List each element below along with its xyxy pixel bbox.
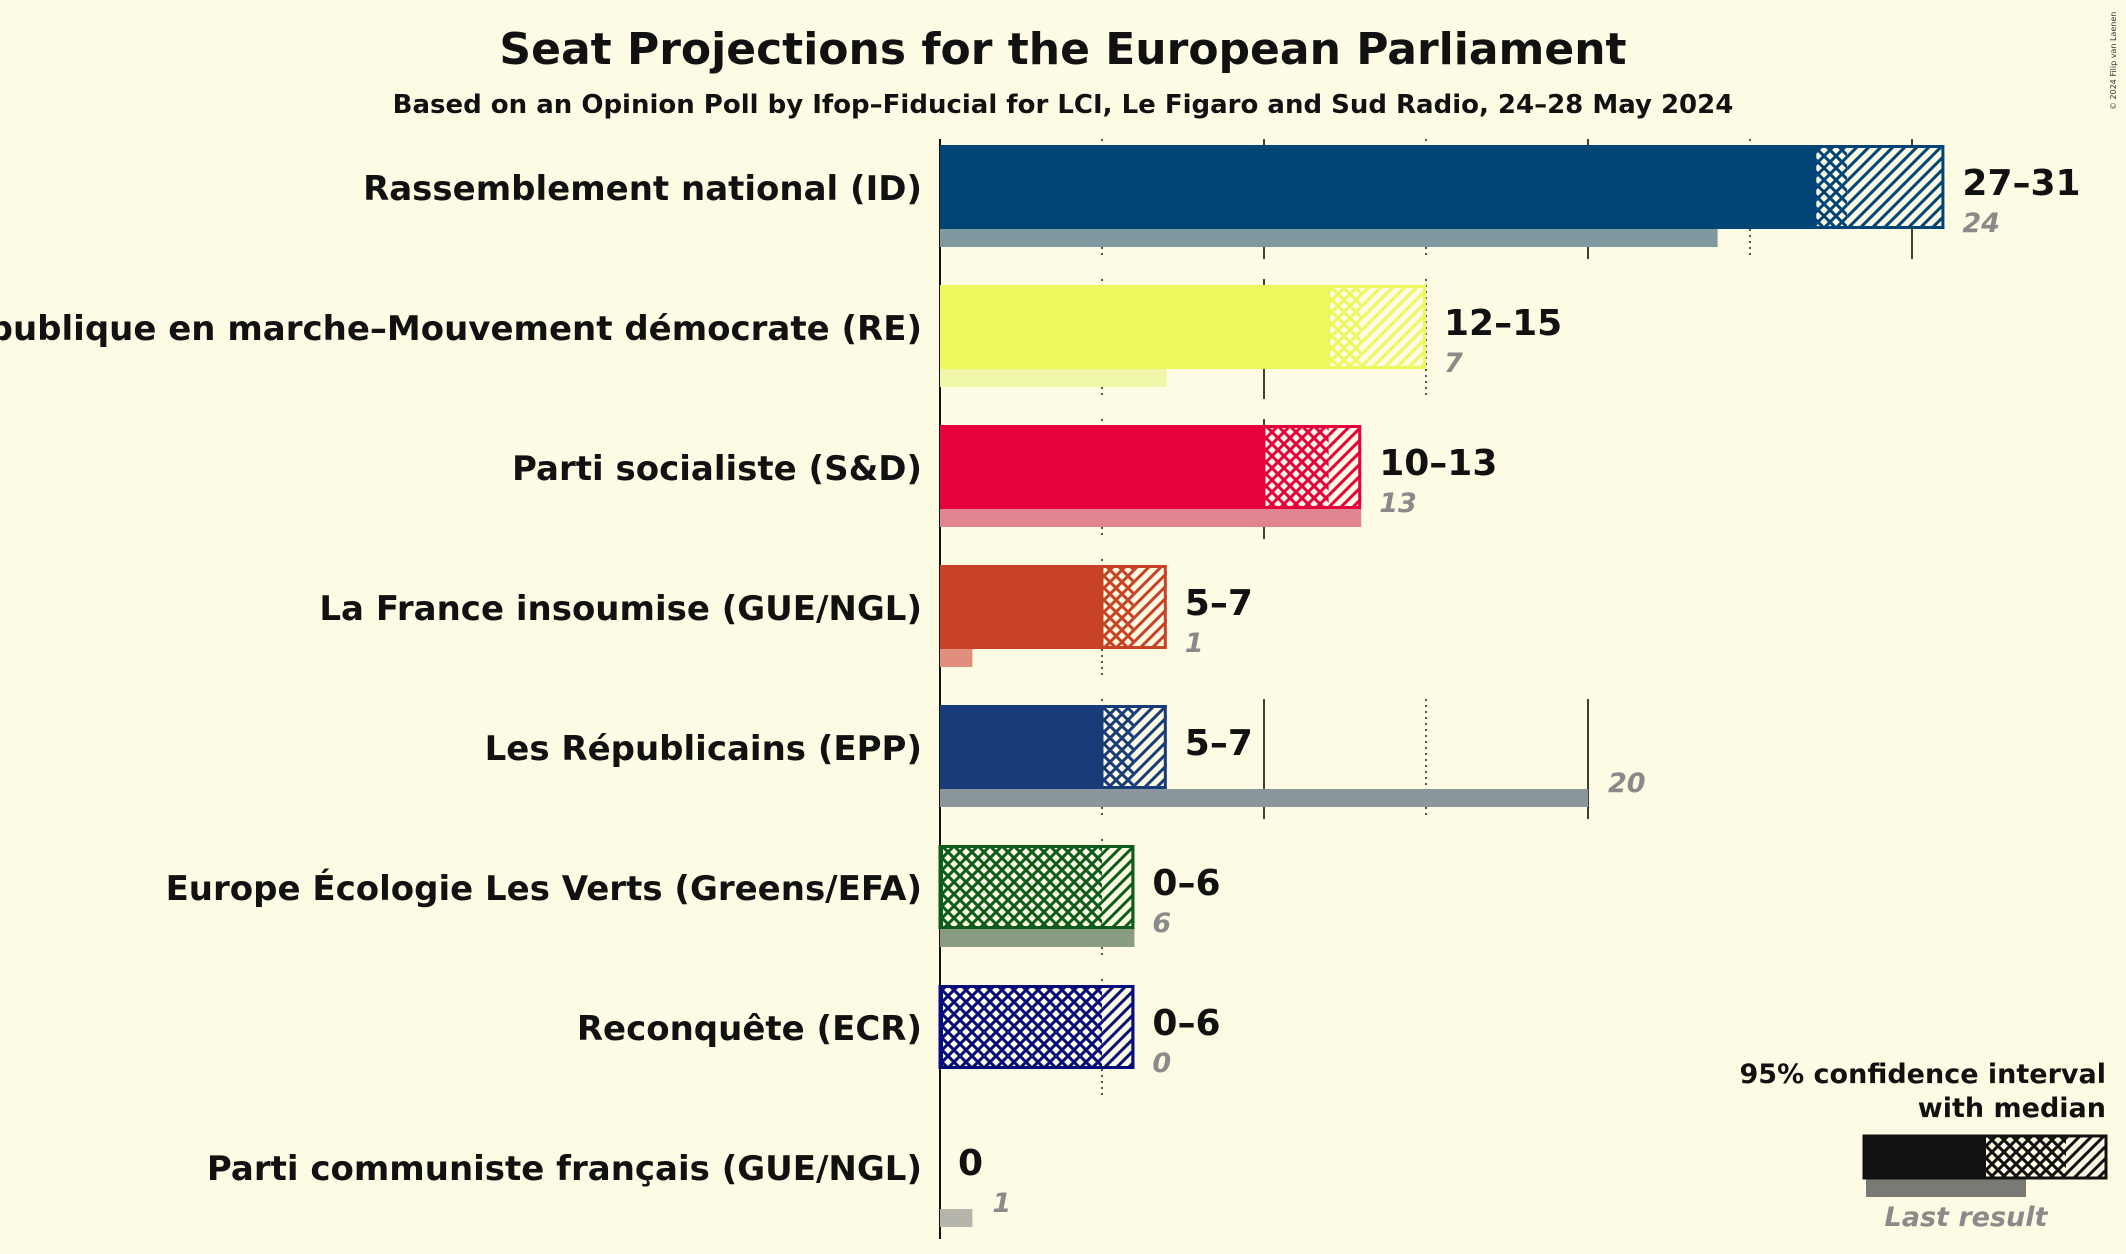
party-row: Parti communiste français (GUE/NGL) 01: [207, 1143, 1011, 1227]
last-result-label: 20: [1608, 768, 1646, 799]
range-label: 27–31: [1962, 163, 2080, 204]
range-label: 12–15: [1444, 303, 1562, 344]
party-row: La France insoumise (GUE/NGL) 5–7 1: [319, 565, 1253, 667]
party-label: Europe Écologie Les Verts (Greens/EFA): [166, 868, 922, 909]
legend-last-label: Last result: [1885, 1202, 2049, 1233]
last-result-label: 1: [1185, 628, 1204, 659]
range-label: 5–7: [1185, 723, 1253, 764]
ci-lower-hatch: [1814, 145, 1848, 229]
ci-upper-hatch: [1102, 845, 1135, 929]
party-label: Rassemblement national (ID): [363, 169, 922, 209]
last-result-label: 0: [1152, 1048, 1171, 1079]
ci-outline: [1262, 425, 1362, 509]
legend-solid: [1864, 1136, 1986, 1178]
range-label: 0–6: [1152, 1003, 1220, 1044]
ci-upper-hatch: [1361, 285, 1426, 369]
last-result-bar: [940, 229, 1718, 247]
ci-upper-hatch: [1134, 565, 1167, 649]
party-row: La République en marche–Mouvement démocr…: [0, 285, 1562, 387]
legend-diag-hatch: [2066, 1136, 2106, 1178]
party-label: La France insoumise (GUE/NGL): [319, 589, 922, 629]
last-result-label: 13: [1379, 488, 1417, 519]
party-label: Les Républicains (EPP): [485, 729, 922, 769]
range-label: 5–7: [1185, 583, 1253, 624]
last-result-bar: [940, 929, 1135, 947]
ci-lower-hatch: [1102, 705, 1135, 789]
last-result-bar: [940, 649, 973, 667]
party-row: Les Républicains (EPP) 5–7 20: [485, 705, 1646, 807]
ci-upper-hatch: [1328, 425, 1362, 509]
legend-last-bar: [1866, 1179, 2026, 1197]
chart-title: Seat Projections for the European Parlia…: [499, 24, 1626, 75]
ci-outline: [1100, 565, 1167, 649]
ci-upper-hatch: [1134, 705, 1167, 789]
solid-bar: [940, 145, 1815, 229]
legend-title: 95% confidence interval: [1740, 1059, 2106, 1090]
chart-subtitle: Based on an Opinion Poll by Ifop–Fiducia…: [393, 90, 1734, 120]
legend-outline: [1862, 1134, 2108, 1180]
solid-bar: [940, 565, 1102, 649]
party-row: Parti socialiste (S&D) 10–13 13: [512, 425, 1497, 527]
ci-lower-hatch: [940, 845, 1102, 929]
ci-upper-hatch: [1102, 985, 1135, 1069]
party-label: Parti communiste français (GUE/NGL): [207, 1149, 922, 1189]
ci-outline: [940, 985, 1135, 1069]
ci-outline: [940, 845, 1135, 929]
party-row: Europe Écologie Les Verts (Greens/EFA) 0–…: [166, 845, 1221, 947]
solid-bar: [940, 285, 1329, 369]
range-label: 0–6: [1152, 863, 1220, 904]
ci-lower-hatch: [940, 985, 1102, 1069]
last-result-label: 6: [1152, 908, 1171, 939]
ci-lower-hatch: [1102, 565, 1135, 649]
party-row: Reconquête (ECR) 0–6 0: [577, 985, 1221, 1079]
ci-outline: [1813, 145, 1945, 229]
copyright-note: © 2024 Filip van Laenen: [2109, 12, 2118, 110]
solid-bar: [940, 425, 1264, 509]
legend-cross-hatch: [1986, 1136, 2066, 1178]
range-label: 0: [958, 1143, 983, 1184]
last-result-bar: [940, 1209, 973, 1227]
bar-rows: Rassemblement national (ID) 27–31 24 La Rép…: [0, 145, 2081, 1227]
last-result-bar: [940, 789, 1588, 807]
last-result-label: 1: [992, 1188, 1011, 1219]
ci-outline: [1327, 285, 1427, 369]
party-label: La République en marche–Mouvement démocr…: [0, 309, 922, 349]
party-row: Rassemblement national (ID) 27–31 24: [363, 145, 2081, 247]
ci-outline: [1100, 705, 1167, 789]
party-label: Parti socialiste (S&D): [512, 449, 922, 489]
last-result-label: 24: [1962, 208, 2000, 239]
last-result-label: 7: [1444, 348, 1463, 379]
ci-lower-hatch: [1328, 285, 1362, 369]
ci-lower-hatch: [1264, 425, 1329, 509]
solid-bar: [940, 705, 1102, 789]
ci-upper-hatch: [1847, 145, 1945, 229]
legend-subtitle: with median: [1918, 1093, 2106, 1124]
party-label: Reconquête (ECR): [577, 1009, 922, 1049]
last-result-bar: [940, 369, 1167, 387]
last-result-bar: [940, 509, 1362, 527]
range-label: 10–13: [1379, 443, 1497, 484]
